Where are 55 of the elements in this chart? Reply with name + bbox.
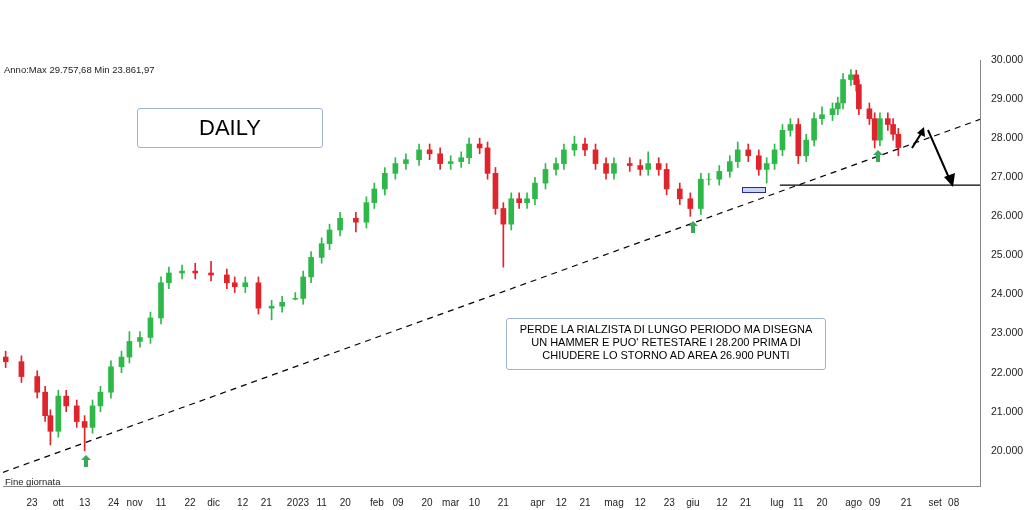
y-tick-label: 24.000 xyxy=(991,287,1024,300)
annotation: PERDE LA RIALZISTA DI LUNGO PERIODO MA DISEGNA UN HAMMER E PUO' RETESTARE I 28.200 PRIMA DI CHIUDERE LO STORNO AD AREA 26.900 PUNTI xyxy=(506,318,826,370)
candlestick xyxy=(705,173,712,186)
x-tick-label: ago xyxy=(845,496,863,508)
y-tick-label: 26.000 xyxy=(991,209,1024,222)
x-tick-label: 2023 xyxy=(286,496,310,508)
x-tick-label: 12 xyxy=(634,496,647,508)
y-tick-label: 23.000 xyxy=(991,326,1024,339)
candlestick xyxy=(447,155,454,170)
x-tick-label: 21 xyxy=(900,496,913,508)
x-tick-label: 21 xyxy=(497,496,510,508)
y-tick-label: 30.000 xyxy=(991,52,1024,65)
annotation: Fine giornata xyxy=(5,476,61,487)
x-tick-label: 23 xyxy=(663,496,676,508)
x-tick-label: 23 xyxy=(26,496,38,508)
x-tick-label: 21 xyxy=(740,496,752,508)
y-tick-label: 21.000 xyxy=(991,404,1024,417)
x-tick-label: ott xyxy=(52,496,65,508)
x-tick-label: mar xyxy=(442,496,460,508)
text: DAILY xyxy=(137,108,323,148)
x-tick-label: 11 xyxy=(793,496,804,508)
y-tick-label: 20.000 xyxy=(991,443,1024,456)
x-tick-label: 10 xyxy=(468,496,481,508)
x-tick-label: 09 xyxy=(392,496,405,508)
x-tick-label: 13 xyxy=(79,496,91,508)
x-tick-label: 12 xyxy=(555,496,568,508)
x-tick-label: 20 xyxy=(816,496,828,508)
x-tick-label: lug xyxy=(770,496,784,508)
x-tick-label: 12 xyxy=(716,496,728,508)
x-tick-label: nov xyxy=(126,496,143,508)
x-tick-label: giu xyxy=(686,496,700,508)
x-tick-label: feb xyxy=(369,496,385,508)
x-tick-label: 20 xyxy=(421,496,433,508)
x-tick-label: 22 xyxy=(184,496,196,508)
y-tick-label: 22.000 xyxy=(991,365,1024,378)
y-tick-label: 29.000 xyxy=(991,91,1024,104)
x-tick-label: mag xyxy=(604,496,624,508)
x-tick-label: 12 xyxy=(237,496,249,508)
x-tick-label: 08 xyxy=(948,496,960,508)
x-tick-label: 20 xyxy=(339,496,352,508)
x-tick-label: 09 xyxy=(869,496,881,508)
x-tick-label: 11 xyxy=(155,496,167,508)
x-tick-label: 11 xyxy=(316,496,328,508)
y-tick-label: 25.000 xyxy=(991,248,1024,261)
candlestick xyxy=(292,292,299,301)
x-tick-label: dic xyxy=(207,496,221,508)
x-tick-label: 24 xyxy=(108,496,120,508)
x-tick-label: set xyxy=(928,496,943,508)
y-tick-label: 28.000 xyxy=(991,131,1024,144)
x-tick-label: 21 xyxy=(579,496,591,508)
annotation: Anno:Max 29.757,68 Min 23.861,97 xyxy=(4,64,155,75)
y-tick-label: 27.000 xyxy=(991,170,1024,183)
candlestick xyxy=(626,157,633,172)
x-tick-label: 21 xyxy=(260,496,273,508)
x-tick-label: apr xyxy=(530,496,546,508)
